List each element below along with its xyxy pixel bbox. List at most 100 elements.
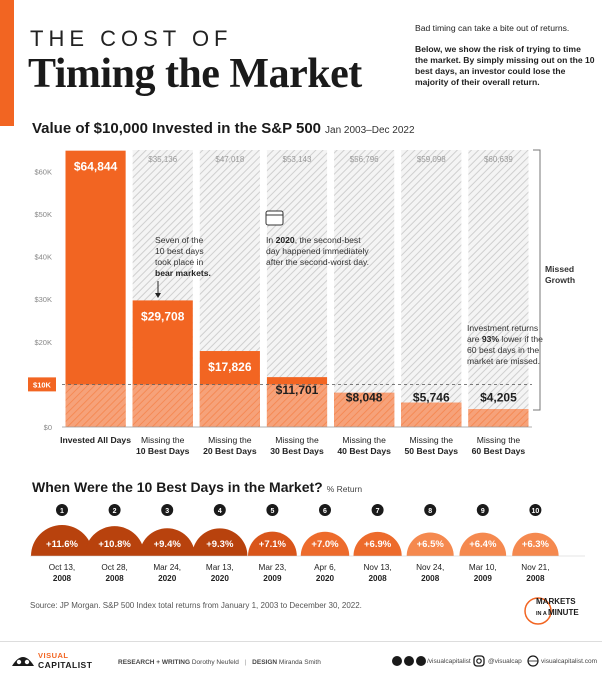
annotation-arrowhead — [155, 293, 161, 298]
annotation-bear-line1: Seven of the — [155, 235, 203, 245]
date-label-line2: 2008 — [421, 574, 440, 583]
principal-hatch — [401, 402, 462, 427]
annotation-bear-line2: 10 best days — [155, 246, 204, 256]
rank-badge — [56, 504, 68, 516]
bar-chart: $0 $20K $30K $40K $50K $60K $10K $64,844 $35,13… — [28, 149, 575, 456]
brand-line1: VISUAL — [38, 651, 69, 660]
missed-growth-bar — [401, 150, 462, 427]
y-tick-label: $60K — [34, 167, 52, 176]
date-label-line1: Mar 24, — [153, 563, 181, 572]
return-dome — [192, 528, 248, 556]
category-label-line2: 30 Best Days — [270, 446, 324, 456]
date-label-line2: 2009 — [474, 574, 493, 583]
return-dome — [512, 532, 559, 556]
date-label-line1: Mar 23, — [259, 563, 287, 572]
rank-label: 4 — [218, 508, 222, 515]
rank-badge — [319, 504, 331, 516]
category-label-line2: 10 Best Days — [136, 446, 190, 456]
category-label: Invested All Days — [60, 435, 131, 445]
annotation-lower-line3: 60 best days in the — [467, 345, 539, 355]
x-axis-labels: Invested All Days Missing the 10 Best Days… — [60, 435, 525, 456]
twitter-icon[interactable] — [404, 656, 414, 666]
date-label-line1: Mar 10, — [469, 563, 497, 572]
rank-label: 8 — [428, 508, 432, 515]
social-handle[interactable]: /visualcapitalist — [427, 658, 471, 665]
missed-growth-label-2: Growth — [545, 275, 575, 285]
rank-badge — [161, 504, 174, 516]
markets-in-a-minute-logo: MARKETS IN A MINUTE — [524, 597, 579, 625]
page-title: Timing the Market — [28, 51, 362, 97]
return-value-label: +10.8% — [98, 539, 131, 550]
ten-k-badge-label: $10K — [33, 380, 52, 389]
bar-value-label: $29,708 — [141, 309, 185, 323]
return-dome — [406, 532, 454, 556]
category-label-line2: 50 Best Days — [405, 446, 459, 456]
best-days-chart: +11.6% 1 Oct 13, 2008 +10.8% 2 Oct 28, 2008 +9.4… — [30, 504, 585, 583]
return-value-label: +7.1% — [259, 539, 287, 550]
annotation-lower-line1: Investment returns — [467, 323, 538, 333]
y-tick-label: $30K — [34, 295, 52, 304]
return-value-label: +7.0% — [311, 539, 339, 550]
return-dome — [300, 531, 350, 556]
category-label-line2: 60 Best Days — [472, 446, 526, 456]
return-dome — [139, 528, 195, 556]
annotation-covid-line2: day happened immediately — [266, 246, 369, 256]
instagram-icon[interactable] — [473, 655, 485, 667]
annotation-covid-line1: In 2020, the second-best — [266, 235, 361, 245]
kicker-title: THE COST OF — [30, 26, 233, 51]
rank-label: 3 — [165, 508, 169, 515]
credits: RESEARCH + WRITING Dorothy Neufeld | DES… — [118, 659, 321, 666]
research-name: Dorothy Neufeld — [191, 659, 239, 666]
principal-hatch — [132, 384, 193, 427]
missed-growth-label-1: Missed — [545, 264, 574, 274]
rank-badge — [266, 504, 279, 516]
rank-label: 10 — [532, 508, 540, 515]
bar-value-label: $5,746 — [413, 390, 450, 404]
return-value-label: +9.4% — [154, 539, 182, 550]
principal-hatch — [65, 384, 126, 427]
brand-line2: CAPITALIST — [38, 660, 93, 670]
rank-label: 2 — [113, 508, 117, 515]
missed-growth-bar — [468, 150, 529, 427]
footer-divider — [0, 641, 602, 642]
linkedin-icon[interactable] — [416, 656, 426, 666]
days-chart-subtitle: % Return — [326, 484, 363, 494]
category-label-line2: 20 Best Days — [203, 446, 257, 456]
category-label-line2: 40 Best Days — [337, 446, 391, 456]
date-label-line1: Oct 13, — [49, 563, 75, 572]
rank-label: 9 — [481, 508, 485, 515]
date-label-line1: Nov 24, — [416, 563, 444, 572]
rank-badge — [424, 504, 437, 516]
facebook-icon[interactable] — [392, 656, 402, 666]
rank-badge — [108, 504, 121, 516]
rank-label: 5 — [270, 508, 274, 515]
footer: VISUAL CAPITALIST RESEARCH + WRITING Dor… — [0, 642, 602, 684]
principal-hatch — [266, 384, 328, 427]
design-name: Miranda Smith — [278, 659, 321, 666]
date-label-line2: 2008 — [53, 574, 72, 583]
y-tick-label: $50K — [34, 210, 52, 219]
chart-title-text: Value of $10,000 Invested in the S&P 500 — [32, 120, 322, 137]
missed-total-label: $53,143 — [283, 155, 312, 164]
return-value-label: +9.3% — [206, 539, 234, 550]
date-label-line1: Mar 13, — [206, 563, 234, 572]
calendar-icon — [265, 210, 284, 226]
logo-line1: MARKETS — [536, 597, 576, 606]
source-note: Source: JP Morgan. S&P 500 Index total r… — [30, 601, 362, 610]
instagram-handle[interactable]: @visualcap — [488, 658, 522, 665]
rank-badge — [529, 504, 542, 516]
logo-line3: MINUTE — [548, 608, 579, 617]
date-label-line2: 2008 — [526, 574, 545, 583]
intro-bold-text: Below, we show the risk of trying to tim… — [415, 44, 595, 87]
rank-label: 1 — [60, 508, 64, 515]
bar-value-label: $11,701 — [276, 383, 319, 397]
date-label-line1: Oct 28, — [101, 563, 127, 572]
website-link[interactable]: visualcapitalist.com — [541, 658, 597, 665]
return-value-label: +6.5% — [417, 539, 445, 550]
return-dome — [353, 531, 402, 556]
category-label-line1: Missing the — [208, 435, 252, 445]
social-icons — [392, 656, 426, 666]
value-bar — [65, 150, 126, 427]
bar-value-label: $64,844 — [74, 160, 118, 174]
chart-subtitle: Jan 2003–Dec 2022 — [325, 125, 415, 136]
